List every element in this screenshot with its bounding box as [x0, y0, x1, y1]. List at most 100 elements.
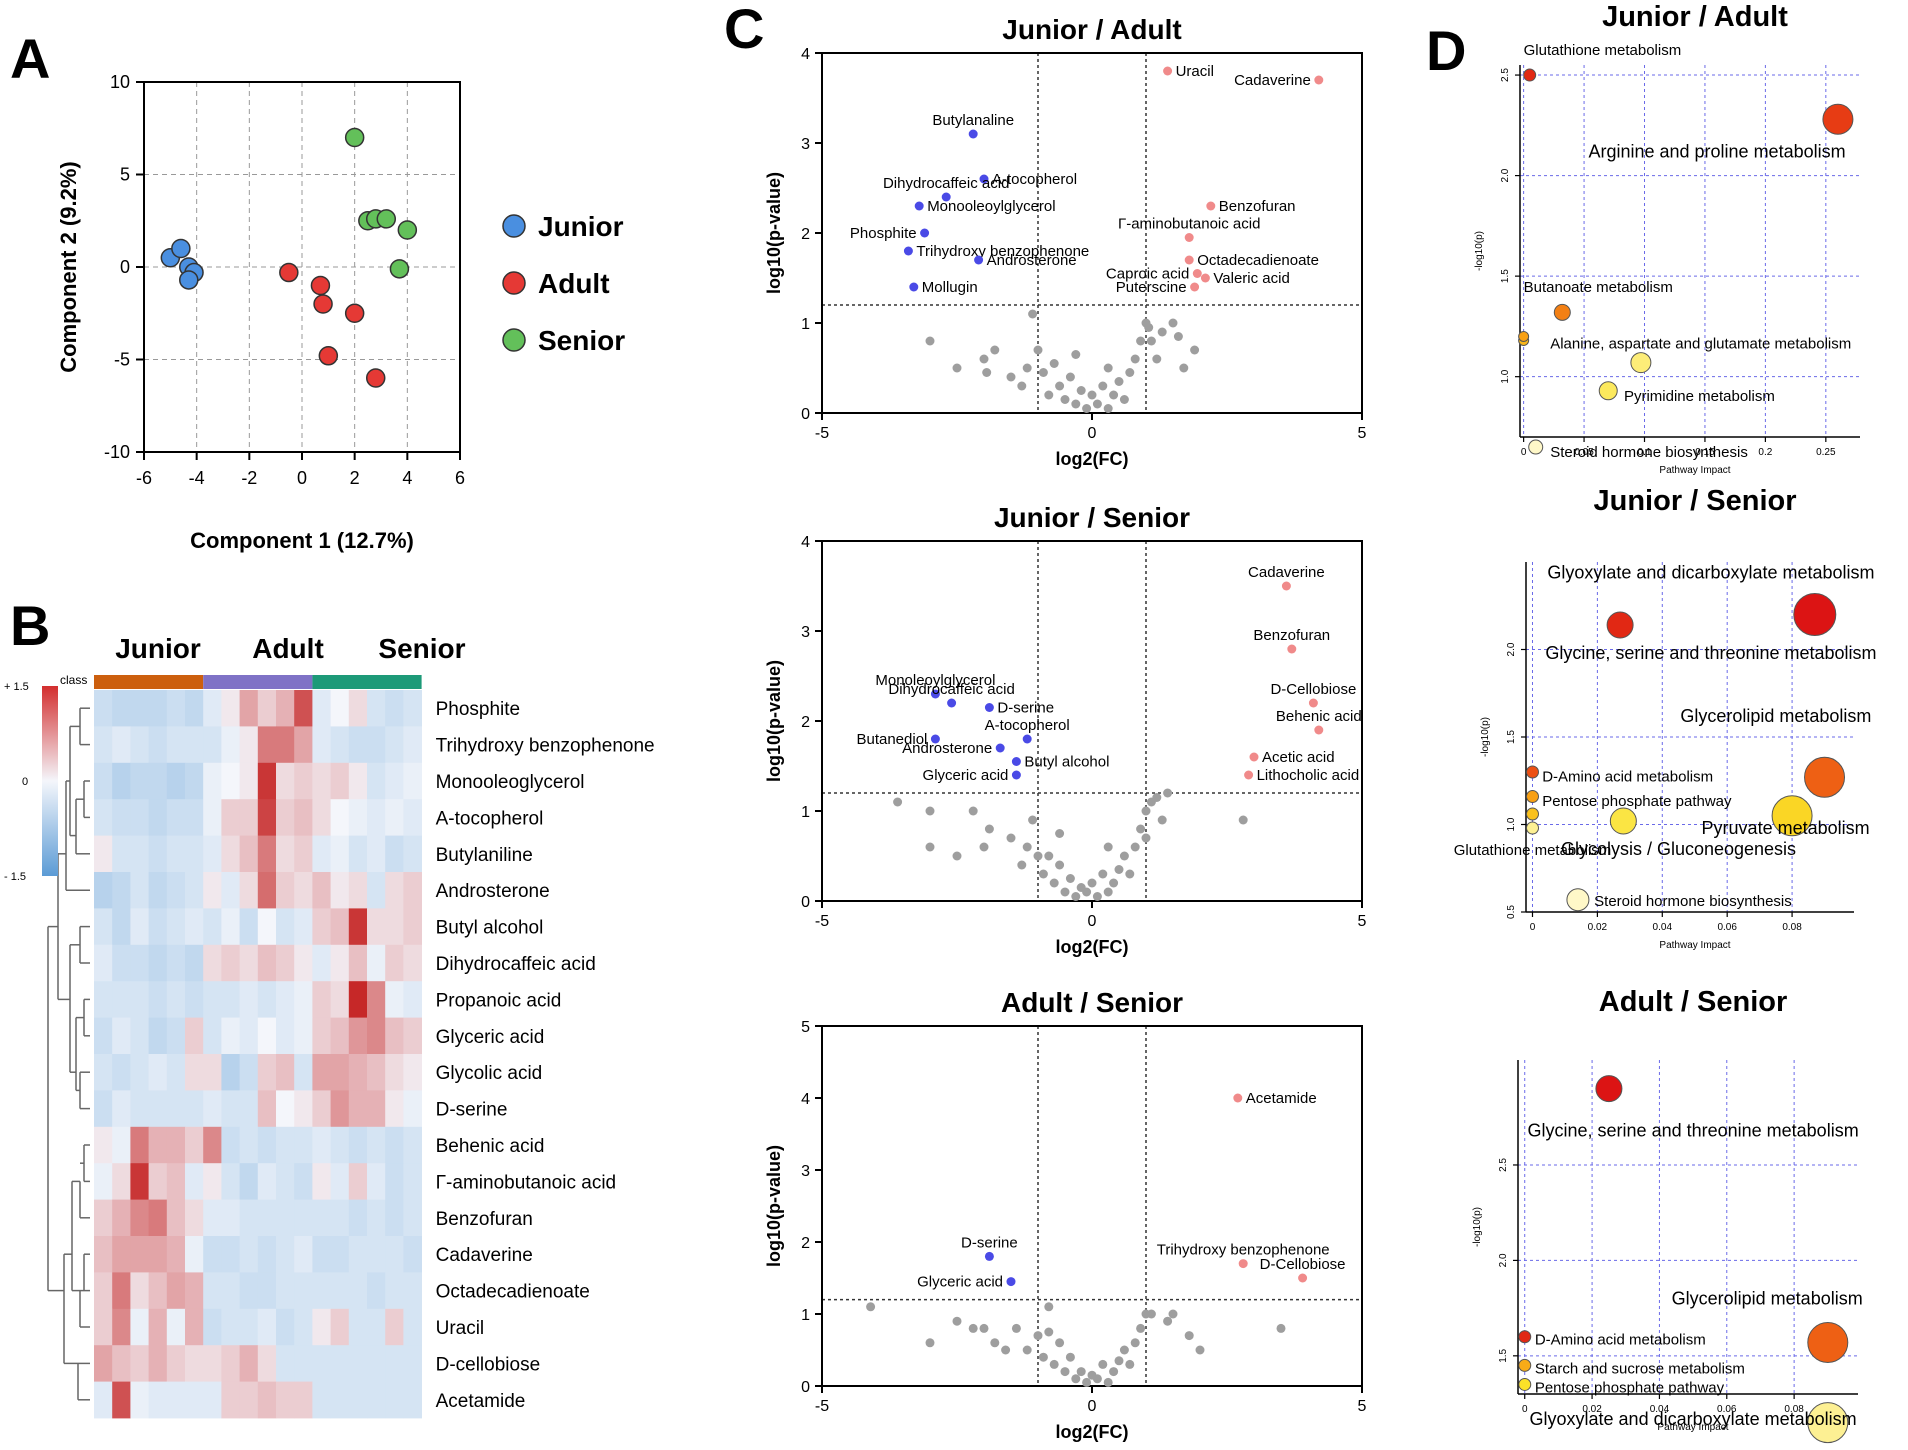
pathway-bubble-label: Glycine, serine and threonine metabolism: [1545, 643, 1876, 663]
heatmap-row-label: Glyceric acid: [436, 1027, 545, 1048]
heatmap-cell: [221, 835, 240, 873]
heatmap-cell: [348, 835, 368, 873]
pathway-xtick-label: 0.05: [1574, 447, 1594, 458]
heatmap-group-senior: Senior: [378, 633, 465, 664]
heatmap-cell: [403, 1272, 422, 1310]
heatmap-cell: [94, 1126, 113, 1164]
heatmap-cell: [330, 762, 350, 800]
heatmap-cell: [403, 872, 422, 909]
heatmap-cell: [385, 1054, 404, 1091]
heatmap-cell: [312, 1199, 331, 1237]
heatmap-row-labels: Phosphite Trihydroxy benzophenone Monooleo…: [436, 699, 655, 1412]
heatmap-cell: [112, 690, 131, 727]
heatmap-cell: [112, 1236, 131, 1273]
heatmap-cell: [94, 1236, 113, 1273]
heatmap-row-label: A-tocopherol: [436, 808, 544, 829]
heatmap-cell: [294, 726, 313, 764]
pathway-bubble: [1807, 1321, 1849, 1363]
legend-label-adult: Adult: [538, 268, 610, 299]
heatmap-cell: [130, 690, 149, 727]
volcano-point-ns: [1055, 860, 1065, 870]
heatmap-cell: [330, 872, 350, 909]
volcano-point-label: Phosphite: [850, 225, 917, 242]
volcano-point-label: Butylanaline: [932, 112, 1014, 129]
volcano-point-down: [941, 192, 951, 202]
pathway-ytick-label: 2.5: [1498, 1158, 1509, 1172]
heatmap-cell: [203, 944, 222, 982]
volcano-point-ns: [1060, 395, 1070, 404]
heatmap-cell: [312, 1308, 331, 1346]
heatmap-cell: [385, 1381, 404, 1419]
volcano-point-ns: [1076, 386, 1086, 395]
heatmap-cell: [348, 908, 368, 946]
heatmap-row-label: Γ-aminobutanoic acid: [436, 1172, 617, 1193]
heatmap-cell: [403, 1381, 422, 1419]
heatmap-cell: [112, 1272, 131, 1310]
heatmap-cell: [367, 981, 386, 1018]
volcano-xtick-label: -5: [815, 1398, 829, 1415]
heatmap-row-label: Uracil: [436, 1318, 485, 1339]
volcano-point-ns: [1022, 1345, 1032, 1355]
heatmap-cell: [239, 908, 259, 946]
heatmap-cell: [257, 1054, 277, 1091]
heatmap-cell: [403, 1126, 422, 1164]
heatmap-row-label: Butylaniline: [436, 845, 533, 866]
volcano-point-ns: [1168, 318, 1178, 328]
volcano-point-ns: [1114, 1356, 1124, 1366]
heatmap-cell: [276, 690, 295, 727]
heatmap-cell: [94, 1090, 113, 1128]
volcano-xtick-label: 5: [1358, 1398, 1367, 1415]
volcano-point-down: [1006, 1277, 1016, 1287]
heatmap-cell: [148, 1126, 168, 1164]
volcano-point-ns: [979, 354, 989, 364]
heatmap-cell: [403, 1090, 422, 1128]
pathway-bubble-label: Pentose phosphate pathway: [1542, 793, 1732, 810]
heatmap-cell: [185, 1345, 204, 1382]
heatmap-cell: [166, 1090, 186, 1128]
heatmap-cell: [185, 872, 204, 909]
volcano-ytick-label: 0: [801, 1379, 810, 1396]
volcano-point-ns: [1163, 788, 1173, 798]
volcano-xtick-label: 0: [1088, 913, 1097, 930]
volcano-point-ns: [1152, 793, 1162, 802]
heatmap-cell: [148, 1345, 168, 1382]
volcano-point-ns: [1017, 381, 1027, 391]
pathway-bubble-label: Alanine, aspartate and glutamate metabol…: [1550, 335, 1851, 352]
heatmap-cell: [112, 1381, 131, 1419]
heatmap-cell: [257, 944, 277, 982]
pathway-bubble-label: Arginine and proline metabolism: [1588, 141, 1845, 161]
pca-xlabel: Component 1 (12.7%): [190, 528, 414, 553]
volcano-point-ns: [1109, 390, 1119, 400]
volcano-ytick-label: 3: [801, 1163, 810, 1180]
heatmap-cell: [257, 726, 277, 764]
heatmap-cell: [403, 1054, 422, 1091]
volcano-point-label: Valeric acid: [1213, 270, 1289, 287]
heatmap-cell: [166, 1163, 186, 1200]
volcano-point-ns: [1109, 1367, 1119, 1377]
legend-label-junior: Junior: [538, 211, 624, 242]
heatmap-cell: [294, 690, 313, 727]
volcano-point-label: Acetic acid: [1262, 749, 1335, 766]
volcano-point-ns: [1103, 842, 1113, 852]
pathway-bubble-label: Glycolysis / Gluconeogenesis: [1561, 839, 1796, 859]
panel-label-d: D: [1426, 19, 1466, 82]
pathway-bubble-label: Glutathione metabolism: [1454, 842, 1612, 859]
volcano-point-ns: [1071, 399, 1081, 409]
heatmap-cell: [385, 908, 404, 946]
pathway-bubble: [1609, 807, 1637, 835]
heatmap-cell: [367, 762, 386, 800]
heatmap-cell: [130, 799, 149, 836]
heatmap-cell: [148, 1163, 168, 1200]
volcano-point-ns: [1022, 363, 1032, 373]
volcano-point-ns: [1065, 1352, 1075, 1362]
pathway-ytick-label: 0.5: [1506, 905, 1517, 919]
volcano-point-ns: [1173, 332, 1183, 341]
heatmap-cell: [312, 872, 331, 909]
heatmap-cell: [257, 1272, 277, 1310]
heatmap-cell: [94, 1163, 113, 1200]
heatmap-cell: [276, 872, 295, 909]
volcano-point-ns: [968, 1323, 978, 1333]
heatmap-cell: [385, 1199, 404, 1237]
heatmap-cell: [367, 690, 386, 727]
volcano-ytick-label: 3: [801, 136, 810, 153]
